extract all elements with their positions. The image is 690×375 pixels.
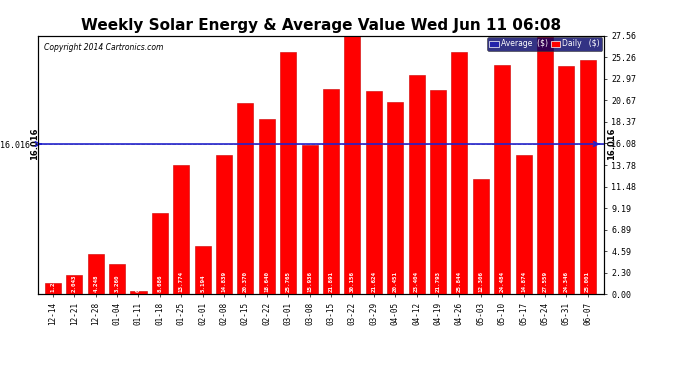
Text: 16.016: 16.016	[30, 128, 39, 160]
Bar	[130, 291, 146, 294]
Text: 27.559: 27.559	[542, 271, 547, 292]
Bar	[216, 155, 232, 294]
Text: 0.392: 0.392	[136, 274, 141, 292]
Bar	[515, 155, 531, 294]
Bar	[580, 60, 595, 294]
Text: 4.248: 4.248	[93, 274, 98, 292]
Text: 24.484: 24.484	[500, 271, 504, 292]
Text: 30.156: 30.156	[350, 271, 355, 292]
Bar	[109, 264, 125, 294]
Text: Copyright 2014 Cartronics.com: Copyright 2014 Cartronics.com	[43, 44, 163, 52]
Text: 25.765: 25.765	[286, 271, 290, 292]
Text: 8.686: 8.686	[157, 274, 162, 292]
Bar	[558, 66, 574, 294]
Text: 13.774: 13.774	[179, 271, 184, 292]
Bar	[45, 283, 61, 294]
Text: 23.404: 23.404	[414, 271, 419, 292]
Bar	[280, 53, 296, 294]
Bar	[451, 52, 467, 294]
Text: 2.043: 2.043	[72, 274, 77, 292]
Text: 21.793: 21.793	[435, 271, 440, 292]
Text: 21.624: 21.624	[371, 271, 376, 292]
Text: 14.839: 14.839	[221, 271, 226, 292]
Bar	[195, 246, 210, 294]
Text: 5.194: 5.194	[200, 274, 205, 292]
Text: 14.874: 14.874	[521, 271, 526, 292]
Text: 15.936: 15.936	[307, 271, 312, 292]
Text: 21.891: 21.891	[328, 271, 333, 292]
Bar	[88, 255, 103, 294]
Bar	[366, 92, 382, 294]
Text: 12.306: 12.306	[478, 271, 483, 292]
Bar	[387, 102, 403, 294]
Text: 3.260: 3.260	[115, 274, 119, 292]
Text: 25.844: 25.844	[457, 271, 462, 292]
Bar	[430, 90, 446, 294]
Bar	[344, 11, 360, 294]
Bar	[494, 64, 510, 294]
Bar	[473, 179, 489, 294]
Text: 1.236: 1.236	[50, 274, 55, 292]
Bar	[66, 275, 82, 294]
Title: Weekly Solar Energy & Average Value Wed Jun 11 06:08: Weekly Solar Energy & Average Value Wed …	[81, 18, 561, 33]
Text: 20.451: 20.451	[393, 271, 397, 292]
Text: 18.640: 18.640	[264, 271, 269, 292]
Text: 16.016: 16.016	[607, 128, 616, 160]
Bar	[173, 165, 189, 294]
Bar	[302, 145, 317, 294]
Bar	[237, 103, 253, 294]
Bar	[259, 119, 275, 294]
Text: 20.370: 20.370	[243, 271, 248, 292]
Bar	[323, 89, 339, 294]
Bar	[537, 36, 553, 294]
Text: 24.346: 24.346	[564, 271, 569, 292]
Bar	[152, 213, 168, 294]
Bar	[408, 75, 424, 294]
Text: 25.001: 25.001	[585, 271, 590, 292]
Legend: Average  ($), Daily   ($): Average ($), Daily ($)	[487, 37, 602, 51]
